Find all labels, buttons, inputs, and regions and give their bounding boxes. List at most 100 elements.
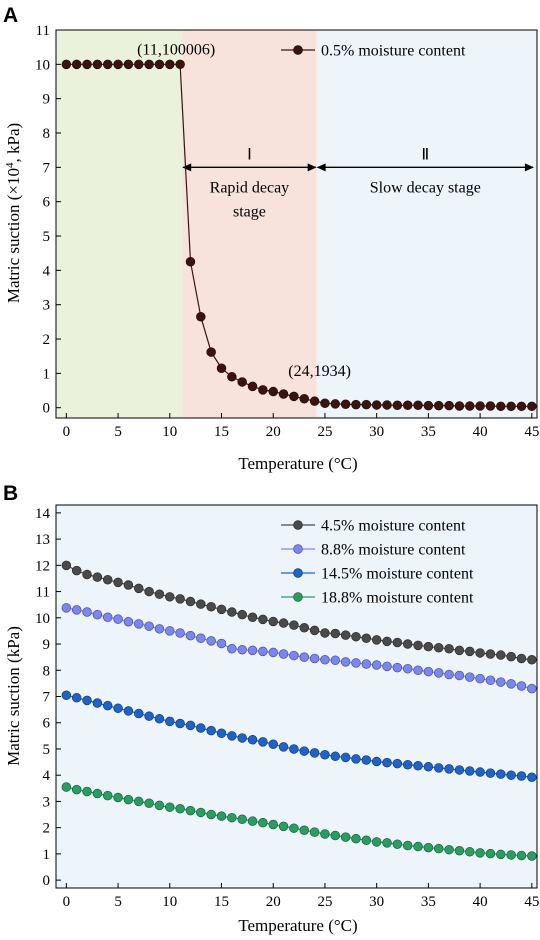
data-point — [82, 607, 92, 617]
panel-b-y-tick-label: 3 — [43, 794, 51, 810]
data-point — [247, 816, 258, 826]
data-point — [185, 805, 196, 816]
data-point — [247, 381, 258, 392]
panel-b-y-tick-label: 14 — [35, 506, 51, 522]
stage-arrow-head-left-2 — [316, 163, 326, 172]
data-point — [402, 400, 413, 411]
data-point — [402, 840, 413, 851]
data-point — [413, 761, 423, 771]
data-point — [82, 569, 92, 580]
data-point — [227, 731, 237, 741]
data-point — [351, 658, 361, 668]
data-point — [258, 737, 268, 747]
data-point — [144, 711, 154, 721]
data-point — [309, 625, 320, 636]
data-point — [475, 848, 485, 858]
data-point — [444, 669, 454, 680]
data-point — [123, 794, 134, 805]
data-point — [278, 742, 289, 752]
data-point — [299, 623, 310, 633]
data-point — [227, 607, 237, 617]
panel-a-y-axis-label: Matric suction (×104, kPa) — [4, 123, 23, 303]
data-point — [227, 644, 237, 654]
data-point — [258, 385, 268, 395]
data-point — [175, 59, 185, 70]
data-point — [123, 706, 134, 716]
data-point — [392, 662, 403, 673]
data-point — [268, 386, 278, 397]
data-point — [144, 621, 154, 631]
panel-a-x-tick-label: 20 — [266, 424, 281, 440]
stage-arrow-head-right-2 — [524, 163, 534, 172]
panel-b-x-ticks: 0 5 10 15 20 25 30 35 40 45 — [63, 883, 539, 910]
data-point — [506, 679, 516, 689]
data-point — [433, 400, 444, 411]
panel-a-y-tick-label: 11 — [36, 23, 50, 39]
data-point — [361, 755, 372, 765]
panel-a-x-tick-label: 5 — [114, 424, 122, 440]
panel-a-x-tick-label: 35 — [421, 424, 436, 440]
data-point — [361, 659, 372, 669]
annotation-peak-point: (11,100006) — [137, 41, 215, 58]
legend-marker — [293, 592, 303, 602]
data-point — [154, 800, 165, 811]
data-point — [382, 757, 392, 768]
data-point — [123, 580, 134, 590]
data-point — [185, 257, 196, 267]
data-point — [413, 841, 423, 852]
data-point — [454, 765, 465, 775]
panel-b-y-axis-label: Matric suction (kPa) — [4, 626, 23, 766]
panel-b-y-tick-label: 1 — [43, 847, 51, 863]
panel-a-x-tick-label: 25 — [317, 424, 332, 440]
data-point — [185, 720, 196, 731]
stage-roman-label-1: Ⅰ — [247, 146, 252, 163]
panel-b-y-tick-label: 4 — [43, 768, 51, 784]
data-point — [299, 825, 310, 836]
data-point — [299, 652, 310, 662]
panel-b-y-tick-label: 2 — [43, 821, 51, 837]
data-point — [237, 814, 247, 825]
panel-a-y-tick-label: 2 — [43, 332, 51, 348]
data-point — [206, 809, 216, 820]
data-point — [351, 399, 361, 410]
data-point — [216, 604, 227, 615]
panel-b-legend: 4.5% moisture content 8.8% moisture conte… — [281, 518, 474, 607]
data-point — [454, 401, 465, 411]
data-point — [465, 401, 475, 411]
data-point — [102, 612, 113, 623]
data-point — [402, 639, 413, 649]
data-point — [102, 59, 113, 70]
data-point — [144, 798, 154, 809]
data-point — [475, 401, 485, 411]
data-point — [92, 572, 103, 582]
panel-a-annotations: (11,100006) (24,1934) — [137, 41, 351, 380]
data-point — [92, 698, 103, 708]
data-point — [278, 821, 289, 832]
data-point — [113, 614, 123, 624]
data-point — [165, 626, 175, 636]
data-point — [496, 650, 506, 660]
data-point — [392, 637, 403, 648]
data-point — [196, 311, 206, 322]
data-point — [258, 817, 268, 828]
data-point — [516, 850, 527, 861]
panel-b-y-tick-label: 6 — [43, 716, 51, 732]
data-point — [320, 628, 330, 638]
panel-b-x-tick-label: 25 — [317, 894, 332, 910]
stage-name-label-line2-1: stage — [233, 203, 266, 220]
panel-a-x-tick-label: 45 — [524, 424, 539, 440]
data-point — [330, 628, 341, 639]
data-point — [71, 784, 82, 795]
data-point — [144, 59, 154, 70]
data-point — [351, 833, 361, 844]
data-point — [423, 400, 434, 411]
data-point — [289, 620, 299, 630]
data-point — [268, 739, 278, 749]
panel-b-x-tick-label: 35 — [421, 894, 436, 910]
data-point — [113, 792, 123, 803]
data-point — [454, 670, 465, 681]
data-point — [527, 851, 537, 861]
panel-b: B 0 5 10 15 20 25 30 35 40 45 0123456789101112131… — [3, 482, 539, 935]
data-point — [258, 646, 268, 657]
data-point — [340, 657, 351, 667]
